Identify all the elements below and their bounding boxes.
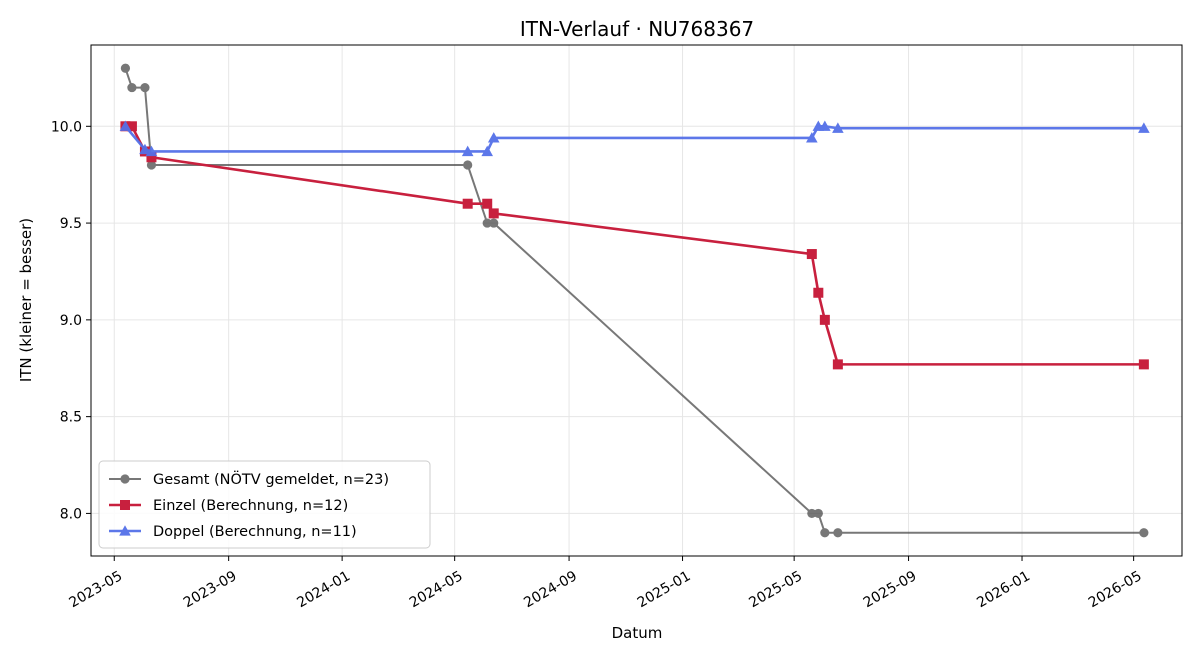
- legend-label: Gesamt (NÖTV gemeldet, n=23): [153, 470, 389, 488]
- data-point: [487, 132, 500, 143]
- legend-item: [109, 474, 141, 484]
- data-point: [482, 218, 492, 228]
- legend: Gesamt (NÖTV gemeldet, n=23) Einzel (Bere…: [98, 460, 431, 549]
- series-layer: [119, 63, 1150, 538]
- data-point: [1138, 122, 1150, 133]
- chart-title: ITN-Verlauf · NU768367: [520, 17, 754, 41]
- data-point: [119, 120, 132, 131]
- data-point: [481, 145, 494, 157]
- data-point: [145, 145, 158, 157]
- y-tick-label: 9.5: [60, 216, 82, 232]
- y-axis-title: ITN (kleiner = besser): [17, 218, 35, 382]
- data-point: [126, 121, 137, 132]
- data-point: [813, 287, 824, 298]
- legend-box: [98, 460, 431, 549]
- data-point: [146, 160, 157, 170]
- x-axis-title: Datum: [612, 624, 663, 642]
- data-point: [806, 249, 817, 260]
- plot-frame: [90, 44, 1183, 557]
- series-3: [119, 120, 1150, 157]
- data-point: [482, 198, 493, 209]
- series-1: [120, 63, 1149, 538]
- data-point: [833, 528, 843, 538]
- legend-marker: [119, 525, 131, 536]
- data-point: [140, 82, 150, 93]
- legend-item: [109, 500, 141, 510]
- data-point: [819, 120, 831, 131]
- data-point: [1139, 528, 1149, 538]
- data-point: [146, 152, 157, 163]
- data-point: [806, 132, 818, 143]
- data-point: [807, 508, 817, 519]
- data-point: [819, 314, 830, 325]
- data-point: [813, 508, 823, 519]
- y-tick-label: 8.5: [60, 410, 82, 426]
- data-point: [461, 145, 474, 157]
- data-point: [832, 359, 843, 370]
- legend-label: Einzel (Berechnung, n=12): [153, 498, 348, 514]
- data-point: [120, 63, 131, 73]
- legend-marker: [120, 474, 130, 484]
- legend-label: Doppel (Berechnung, n=11): [153, 524, 357, 540]
- legend-marker: [120, 500, 130, 510]
- data-point: [462, 198, 473, 209]
- data-point: [820, 528, 830, 538]
- data-point: [488, 208, 499, 219]
- data-point: [127, 82, 137, 93]
- legend-item: [109, 525, 141, 536]
- y-tick-label: 8.0: [60, 506, 82, 522]
- data-point: [1138, 359, 1149, 370]
- data-point: [832, 122, 844, 133]
- data-point: [489, 218, 499, 228]
- y-tick-label: 9.0: [60, 313, 82, 329]
- data-point: [463, 160, 473, 170]
- y-tick-label: 10.0: [51, 119, 82, 135]
- data-point: [139, 143, 151, 155]
